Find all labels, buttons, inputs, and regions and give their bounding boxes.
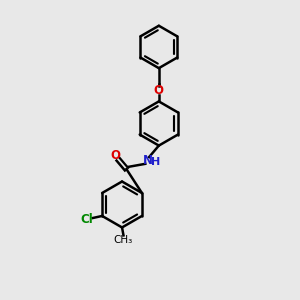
Text: Cl: Cl [80, 213, 93, 226]
Text: O: O [110, 149, 120, 162]
Text: H: H [151, 158, 160, 167]
Text: O: O [154, 84, 164, 97]
Text: N: N [142, 154, 153, 167]
Text: CH₃: CH₃ [114, 235, 133, 245]
